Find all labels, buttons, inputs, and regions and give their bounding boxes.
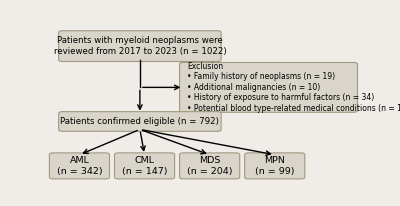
FancyBboxPatch shape (180, 153, 240, 179)
Text: MPN
(n = 99): MPN (n = 99) (255, 156, 294, 176)
FancyBboxPatch shape (114, 153, 175, 179)
FancyBboxPatch shape (245, 153, 305, 179)
Text: Patients confirmed eligible (n = 792): Patients confirmed eligible (n = 792) (60, 117, 219, 126)
Text: MDS
(n = 204): MDS (n = 204) (187, 156, 232, 176)
Text: AML
(n = 342): AML (n = 342) (57, 156, 102, 176)
FancyBboxPatch shape (59, 31, 221, 62)
FancyBboxPatch shape (180, 62, 358, 112)
Text: Patients with myeloid neoplasms were
reviewed from 2017 to 2023 (n = 1022): Patients with myeloid neoplasms were rev… (54, 36, 226, 56)
FancyBboxPatch shape (49, 153, 110, 179)
Text: Exclusion
• Family history of neoplasms (n = 19)
• Additional malignancies (n = : Exclusion • Family history of neoplasms … (187, 62, 400, 113)
Text: CML
(n = 147): CML (n = 147) (122, 156, 167, 176)
FancyBboxPatch shape (59, 112, 221, 131)
